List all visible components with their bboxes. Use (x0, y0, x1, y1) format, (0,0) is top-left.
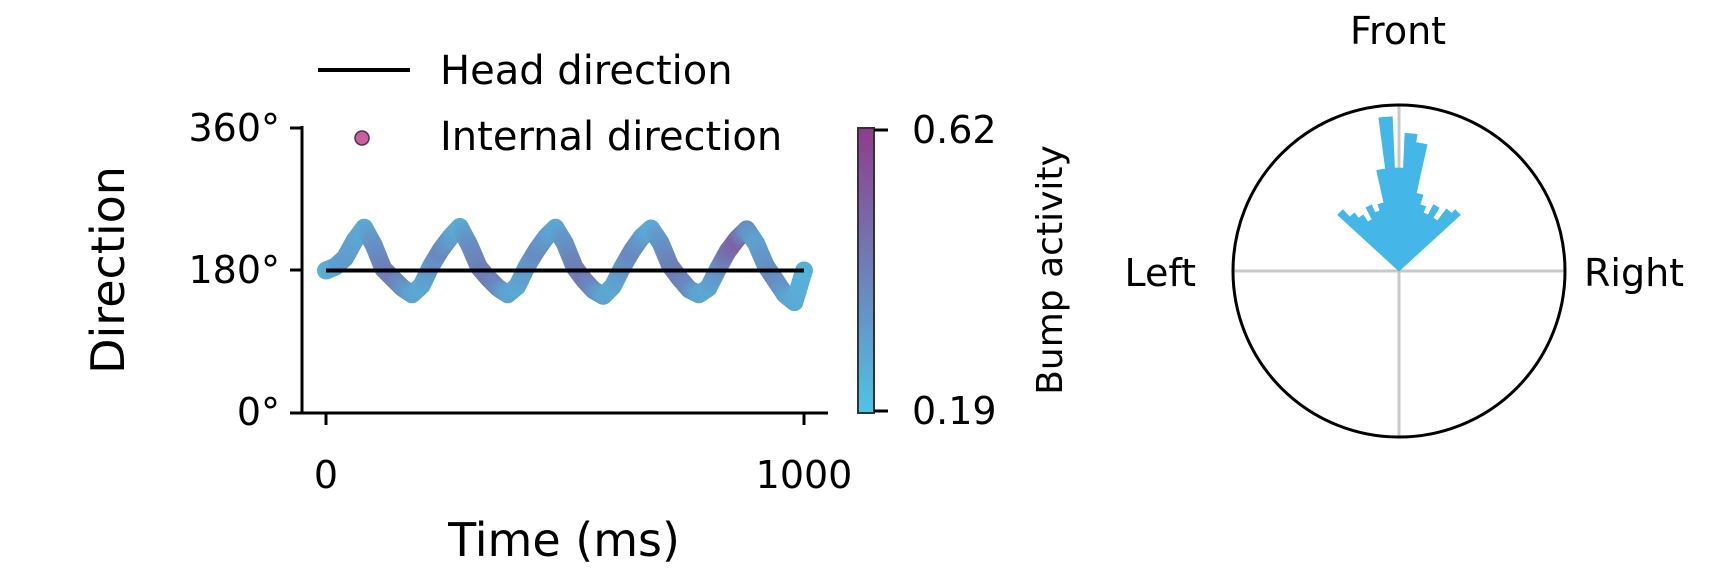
colorbar-gradient (857, 127, 875, 414)
legend: Head direction Internal direction (318, 48, 782, 160)
polar-direction-chart: Front Left Right (1125, 9, 1684, 439)
y-axis-label: Direction (81, 166, 135, 374)
x-tick-label-0: 0 (314, 453, 338, 497)
legend-head-direction-label: Head direction (440, 48, 733, 94)
polar-bar (1398, 209, 1461, 272)
polar-label-right: Right (1584, 251, 1684, 295)
polar-bar (1337, 209, 1400, 272)
y-tick-label-180: 180° (188, 248, 280, 292)
x-tick-label-1000: 1000 (756, 453, 853, 497)
internal-direction-series (317, 217, 813, 312)
polar-bars (1337, 116, 1461, 272)
direction-time-chart: Head direction Internal direction 360° 1… (81, 48, 1071, 567)
colorbar-label: Bump activity (1030, 145, 1071, 395)
x-axis-label: Time (ms) (447, 513, 680, 567)
polar-label-left: Left (1125, 251, 1197, 295)
legend-internal-direction-label: Internal direction (440, 114, 782, 160)
polar-outline (1231, 103, 1567, 439)
polar-bar (1358, 214, 1400, 272)
colorbar: 0.62 0.19 Bump activity (857, 108, 1071, 433)
y-tick-label-0: 0° (237, 390, 280, 434)
polar-bar (1349, 212, 1400, 272)
y-tick-label-360: 360° (188, 106, 280, 150)
colorbar-tick-label-max: 0.62 (912, 108, 997, 152)
polar-bar (1398, 204, 1440, 272)
polar-bar (1365, 204, 1400, 272)
legend-internal-direction-swatch (354, 130, 370, 146)
polar-label-front: Front (1350, 9, 1446, 53)
colorbar-tick-label-min: 0.19 (912, 389, 997, 433)
polar-bar (1378, 116, 1400, 272)
